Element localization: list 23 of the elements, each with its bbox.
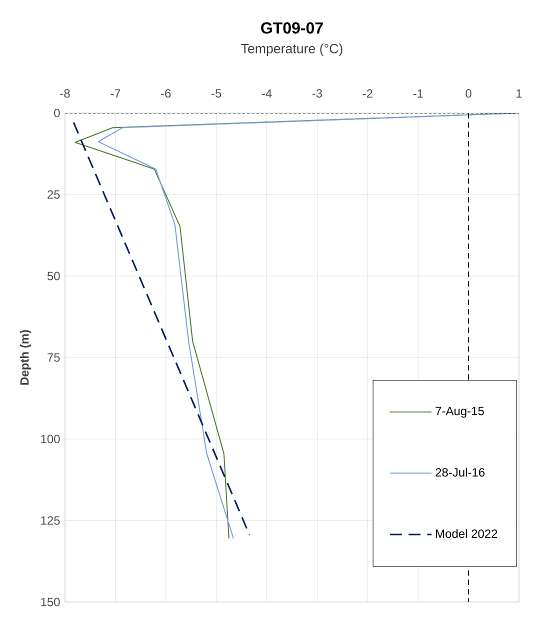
x-tick-label: -3 bbox=[312, 89, 322, 98]
x-tick-label: -4 bbox=[262, 89, 272, 98]
y-tick-label: 50 bbox=[47, 272, 60, 280]
x-tick-label: -5 bbox=[212, 89, 222, 98]
y-tick-label: 100 bbox=[41, 434, 60, 444]
x-tick-label: -6 bbox=[161, 89, 171, 98]
x-tick-label: -2 bbox=[362, 89, 372, 98]
x-tick-label: 1 bbox=[516, 89, 522, 98]
y-tick-label: 75 bbox=[48, 353, 60, 362]
y-tick-label: 0 bbox=[54, 108, 60, 118]
legend-label: 28-Jul-16 bbox=[436, 468, 485, 477]
legend-label: 7-Aug-15 bbox=[436, 406, 484, 418]
x-tick-label: -8 bbox=[60, 89, 70, 98]
y-tick-label: 125 bbox=[41, 516, 60, 525]
x-tick-label: 0 bbox=[466, 89, 472, 98]
x-axis-title: Temperature (°C) bbox=[241, 44, 342, 56]
y-axis-title: Depth (m) bbox=[20, 330, 32, 385]
x-tick-label: -7 bbox=[110, 89, 120, 98]
legend-label: Model 2022 bbox=[436, 529, 498, 538]
y-tick-label: 150 bbox=[41, 598, 60, 606]
chart-title: GT09-07 bbox=[261, 22, 323, 34]
y-tick-label: 25 bbox=[48, 190, 60, 199]
x-tick-label: -1 bbox=[413, 89, 423, 98]
